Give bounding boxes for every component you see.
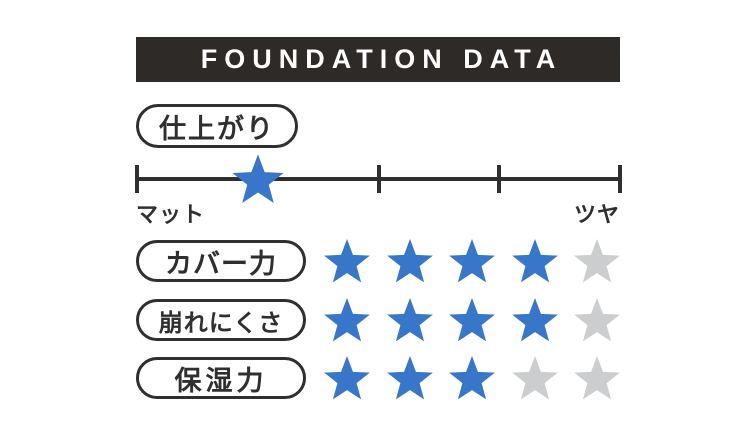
star-filled-icon (324, 298, 370, 342)
star-filled-icon (386, 239, 433, 283)
slider-tick (497, 165, 502, 193)
star-empty-icon (511, 356, 558, 400)
star-empty-icon (574, 239, 620, 283)
star-empty-icon (574, 356, 620, 400)
rating-label: 崩れにくさ (158, 309, 284, 337)
star-filled-icon (449, 298, 495, 342)
slider-star-marker (232, 154, 284, 203)
star-filled-icon (386, 356, 433, 400)
finish-label: 仕上がり (159, 113, 275, 144)
scale-left-label: マット (136, 202, 206, 227)
rating-label-pill: カバー力 (136, 240, 306, 282)
scale-right-label: ツヤ (573, 202, 620, 227)
slider-tick (618, 165, 622, 193)
star-filled-icon (449, 239, 495, 283)
star-filled-icon (511, 298, 558, 342)
rating-label: カバー力 (165, 248, 277, 279)
star-filled-icon (449, 356, 495, 400)
rating-label: 保湿力 (174, 365, 268, 396)
slider-tick (135, 165, 139, 193)
star-filled-icon (324, 239, 370, 283)
header-title: FOUNDATION DATA (200, 44, 563, 74)
star-empty-icon (574, 298, 620, 342)
star-filled-icon (386, 298, 433, 342)
slider-tick (376, 165, 381, 193)
star-filled-icon (324, 356, 370, 400)
header-bar: FOUNDATION DATA (136, 37, 620, 82)
rating-label-pill: 崩れにくさ (136, 299, 306, 341)
rating-label-pill: 保湿力 (136, 357, 306, 399)
star-filled-icon (511, 239, 558, 283)
finish-label-pill: 仕上がり (136, 104, 298, 148)
